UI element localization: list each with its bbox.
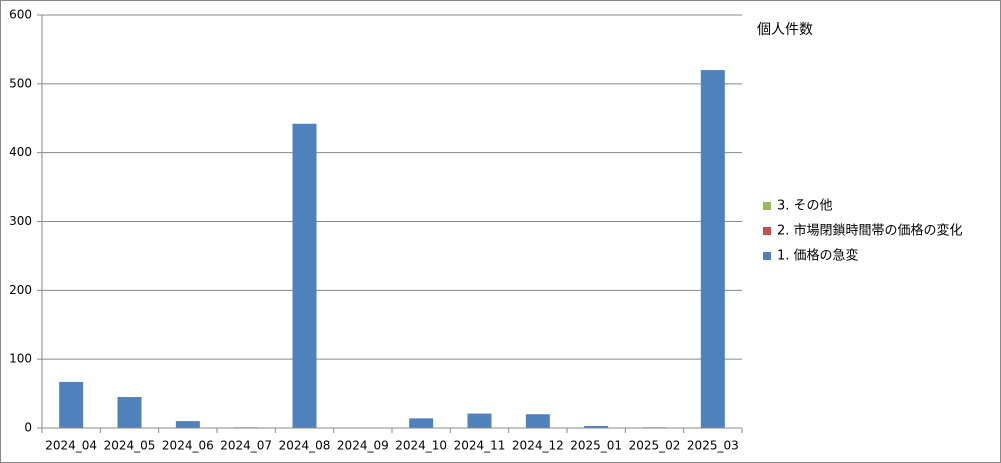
bar [584,425,609,428]
bar [175,421,200,428]
legend-swatch [763,202,771,210]
y-tick-label: 600 [9,8,32,22]
bar [467,413,492,428]
bar [409,418,434,428]
y-tick-label: 100 [9,352,32,366]
bar [117,397,142,428]
bar [700,70,725,429]
x-tick-label: 2024_11 [454,439,506,453]
y-tick-label: 200 [9,283,32,297]
legend-label: 2. 市場閉鎖時間帯の価格の変化 [777,223,963,239]
x-tick-label: 2025_01 [570,439,622,453]
chart-title: 個人件数 [757,22,813,38]
bar [59,381,84,428]
x-tick-label: 2024_04 [45,439,97,453]
legend-label: 1. 価格の急変 [777,248,859,264]
legend-label: 3. その他 [777,199,833,214]
legend-swatch [763,252,771,260]
x-tick-label: 2024_06 [162,439,214,453]
x-tick-label: 2024_08 [279,439,331,453]
x-tick-label: 2024_05 [104,439,156,453]
x-tick-label: 2025_03 [687,439,739,453]
bar [525,414,550,428]
legend-swatch [763,227,771,235]
bar [292,123,317,429]
y-tick-label: 0 [24,421,32,435]
x-tick-label: 2024_07 [220,439,272,453]
y-tick-label: 400 [9,145,32,159]
x-tick-label: 2025_02 [629,439,681,453]
y-tick-label: 300 [9,214,32,228]
y-tick-label: 500 [9,76,32,90]
x-tick-label: 2024_10 [395,439,447,453]
x-tick-label: 2024_12 [512,439,564,453]
x-tick-label: 2024_09 [337,439,389,453]
